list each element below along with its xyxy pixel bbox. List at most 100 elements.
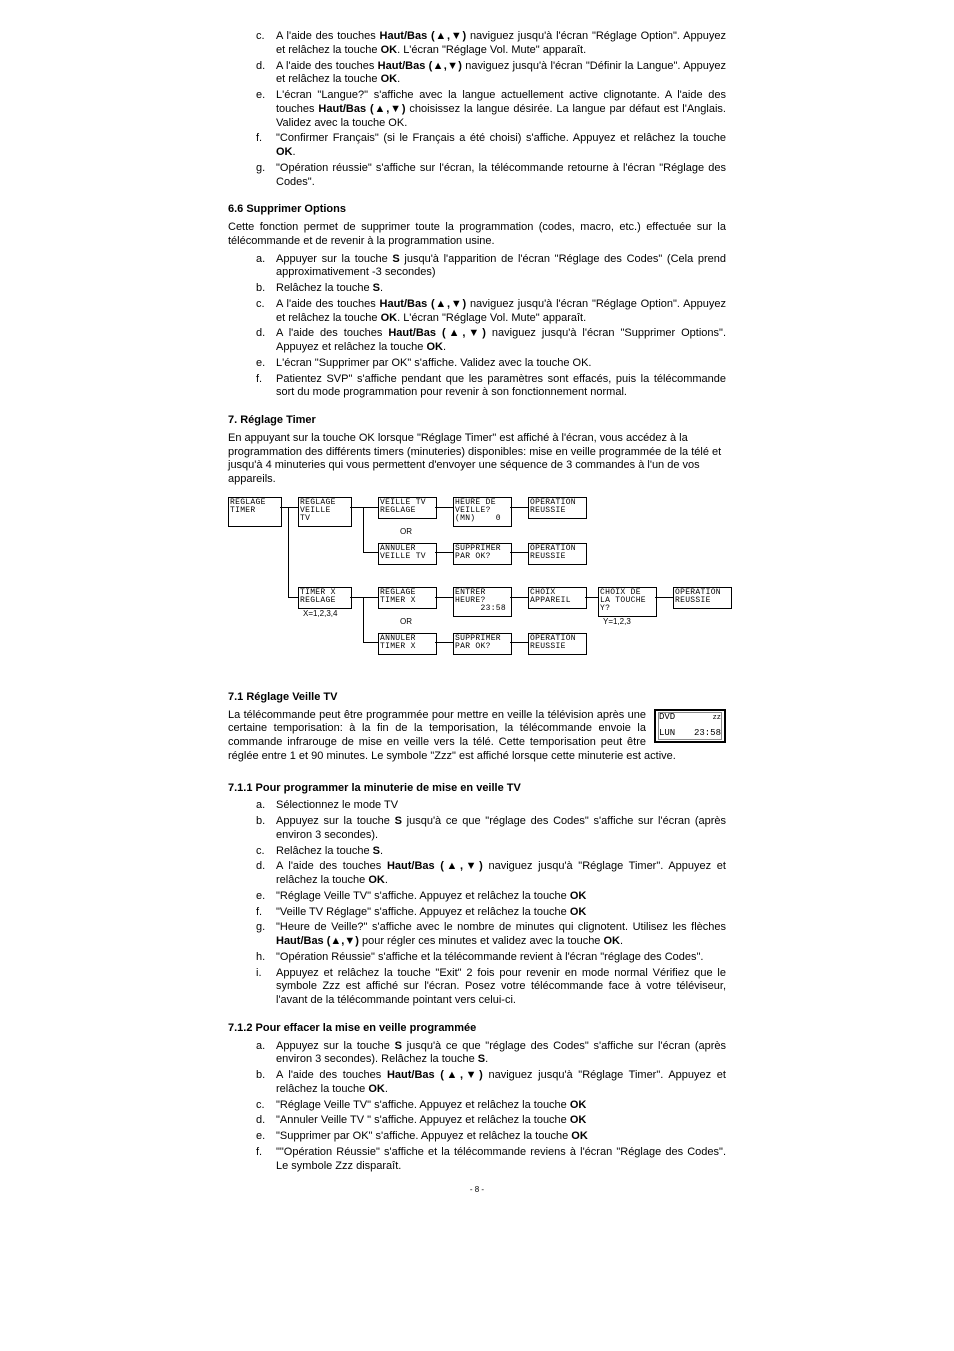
list-7-1-1: a.Sélectionnez le mode TV b.Appuyez sur … (228, 799, 726, 1008)
heading-7-1: 7.1 Réglage Veille TV (228, 691, 726, 705)
diagram-node: ANNULER VEILLE TV (378, 543, 437, 565)
list-text: "Annuler Veille TV " s'affiche. Appuyez … (276, 1114, 726, 1128)
list-label: h. (256, 951, 276, 965)
diagram-node: OPERATION REUSSIE (528, 543, 587, 565)
list-text: A l'aide des touches Haut/Bas (▲,▼) navi… (276, 60, 726, 88)
list-label: e. (256, 1130, 276, 1144)
list-text: A l'aide des touches Haut/Bas (▲,▼) navi… (276, 1069, 726, 1097)
lcd-display-icon: DVD zz LUN 23:58 (654, 709, 726, 743)
diagram-edge (510, 597, 528, 598)
list-text: L'écran "Supprimer par OK" s'affiche. Va… (276, 357, 726, 371)
diagram-edge (655, 597, 673, 598)
diagram-edge (350, 597, 378, 598)
diagram-node: OPERATION REUSSIE (528, 633, 587, 655)
list-text: Appuyez sur la touche S jusqu'à ce que "… (276, 1040, 726, 1068)
list-text: Sélectionnez le mode TV (276, 799, 726, 813)
list-label: d. (256, 60, 276, 88)
diagram-node: VEILLE TV REGLAGE (378, 497, 437, 519)
lcd-bottom-left: LUN (659, 728, 675, 739)
list-text: A l'aide des touches Haut/Bas (▲,▼) navi… (276, 30, 726, 58)
list-text: "Supprimer par OK" s'affiche. Appuyez et… (276, 1130, 726, 1144)
list-text: L'écran "Langue?" s'affiche avec la lang… (276, 89, 726, 130)
list-label: b. (256, 815, 276, 843)
list-text: A l'aide des touches Haut/Bas (▲,▼) navi… (276, 327, 726, 355)
list-label: c. (256, 298, 276, 326)
list-text: Relâchez la touche S. (276, 845, 726, 859)
list-label: f. (256, 1146, 276, 1174)
lcd-bottom-right: 23:58 (694, 728, 721, 739)
diagram-edge (288, 597, 298, 598)
diagram-node: ANNULER TIMER X (378, 633, 437, 655)
list-label: i. (256, 967, 276, 1008)
list-text: ""Opération Réussie" s'affiche et la tél… (276, 1146, 726, 1174)
list-text: "Opération réussie" s'affiche sur l'écra… (276, 162, 726, 190)
paragraph: Cette fonction permet de supprimer toute… (228, 221, 726, 249)
diagram-note-x: X=1,2,3,4 (303, 609, 337, 619)
list-text: Appuyer sur la touche S jusqu'à l'appari… (276, 253, 726, 281)
list-label: f. (256, 132, 276, 160)
diagram-edge (435, 642, 453, 643)
list-label: f. (256, 373, 276, 401)
diagram-edge (510, 507, 528, 508)
list-label: c. (256, 845, 276, 859)
list-label: e. (256, 89, 276, 130)
section-7-1-body: DVD zz LUN 23:58 La télécommande peut êt… (228, 709, 726, 768)
list-label: c. (256, 30, 276, 58)
list-text: Patientez SVP" s'affiche pendant que les… (276, 373, 726, 401)
list-text: Appuyez sur la touche S jusqu'à ce que "… (276, 815, 726, 843)
diagram-edge (435, 597, 453, 598)
lcd-top-right: zz (713, 714, 721, 723)
list-label: d. (256, 1114, 276, 1128)
heading-7-1-2: 7.1.2 Pour effacer la mise en veille pro… (228, 1022, 726, 1036)
list-text: A l'aide des touches Haut/Bas (▲,▼) navi… (276, 298, 726, 326)
list-7-1-2: a.Appuyez sur la touche S jusqu'à ce que… (228, 1040, 726, 1174)
list-label: g. (256, 921, 276, 949)
diagram-edge (363, 507, 364, 552)
list-6-6: a.Appuyer sur la touche S jusqu'à l'appa… (228, 253, 726, 401)
list-label: b. (256, 282, 276, 296)
diagram-note-y: Y=1,2,3 (603, 617, 631, 627)
diagram-edge (435, 507, 453, 508)
list-text: "Opération Réussie" s'affiche et la télé… (276, 951, 726, 965)
paragraph: La télécommande peut être programmée pou… (228, 709, 726, 764)
list-text: Relâchez la touche S. (276, 282, 726, 296)
list-label: d. (256, 327, 276, 355)
list-continuation: c.A l'aide des touches Haut/Bas (▲,▼) na… (228, 30, 726, 189)
diagram-edge (363, 552, 378, 553)
list-label: a. (256, 253, 276, 281)
list-text: "Réglage Veille TV" s'affiche. Appuyez e… (276, 890, 726, 904)
lcd-top-left: DVD (659, 712, 675, 723)
list-label: a. (256, 1040, 276, 1068)
heading-7: 7. Réglage Timer (228, 414, 726, 428)
diagram-node: TIMER X REGLAGE (298, 587, 352, 609)
list-label: g. (256, 162, 276, 190)
list-label: d. (256, 860, 276, 888)
diagram-node: OPERATION REUSSIE (673, 587, 732, 609)
diagram-edge (363, 642, 378, 643)
list-label: a. (256, 799, 276, 813)
diagram-node: SUPPRIMER PAR OK? (453, 543, 512, 565)
diagram-edge (510, 642, 528, 643)
diagram-edge (435, 552, 453, 553)
list-text: "Veille TV Réglage" s'affiche. Appuyez e… (276, 906, 726, 920)
list-text: "Heure de Veille?" s'affiche avec le nom… (276, 921, 726, 949)
list-text: Appuyez et relâchez la touche "Exit" 2 f… (276, 967, 726, 1008)
heading-6-6: 6.6 Supprimer Options (228, 203, 726, 217)
diagram-node: CHOIX DE LA TOUCHE Y? (598, 587, 657, 617)
diagram-node: CHOIX APPAREIL (528, 587, 587, 609)
diagram-edge (280, 507, 298, 508)
flow-diagram: REGLAGE TIMER REGLAGE VEILLE TV VEILLE T… (228, 497, 728, 677)
page-number: - 8 - (228, 1185, 726, 1195)
list-label: b. (256, 1069, 276, 1097)
diagram-node: SUPPRIMER PAR OK? (453, 633, 512, 655)
diagram-edge (350, 507, 378, 508)
diagram-edge (510, 552, 528, 553)
list-label: f. (256, 906, 276, 920)
list-text: "Réglage Veille TV" s'affiche. Appuyez e… (276, 1099, 726, 1113)
diagram-node: OPERATION REUSSIE (528, 497, 587, 519)
list-label: e. (256, 357, 276, 371)
paragraph: En appuyant sur la touche OK lorsque "Ré… (228, 432, 726, 487)
diagram-edge (363, 597, 364, 642)
heading-7-1-1: 7.1.1 Pour programmer la minuterie de mi… (228, 782, 726, 796)
diagram-node: REGLAGE TIMER X (378, 587, 437, 609)
